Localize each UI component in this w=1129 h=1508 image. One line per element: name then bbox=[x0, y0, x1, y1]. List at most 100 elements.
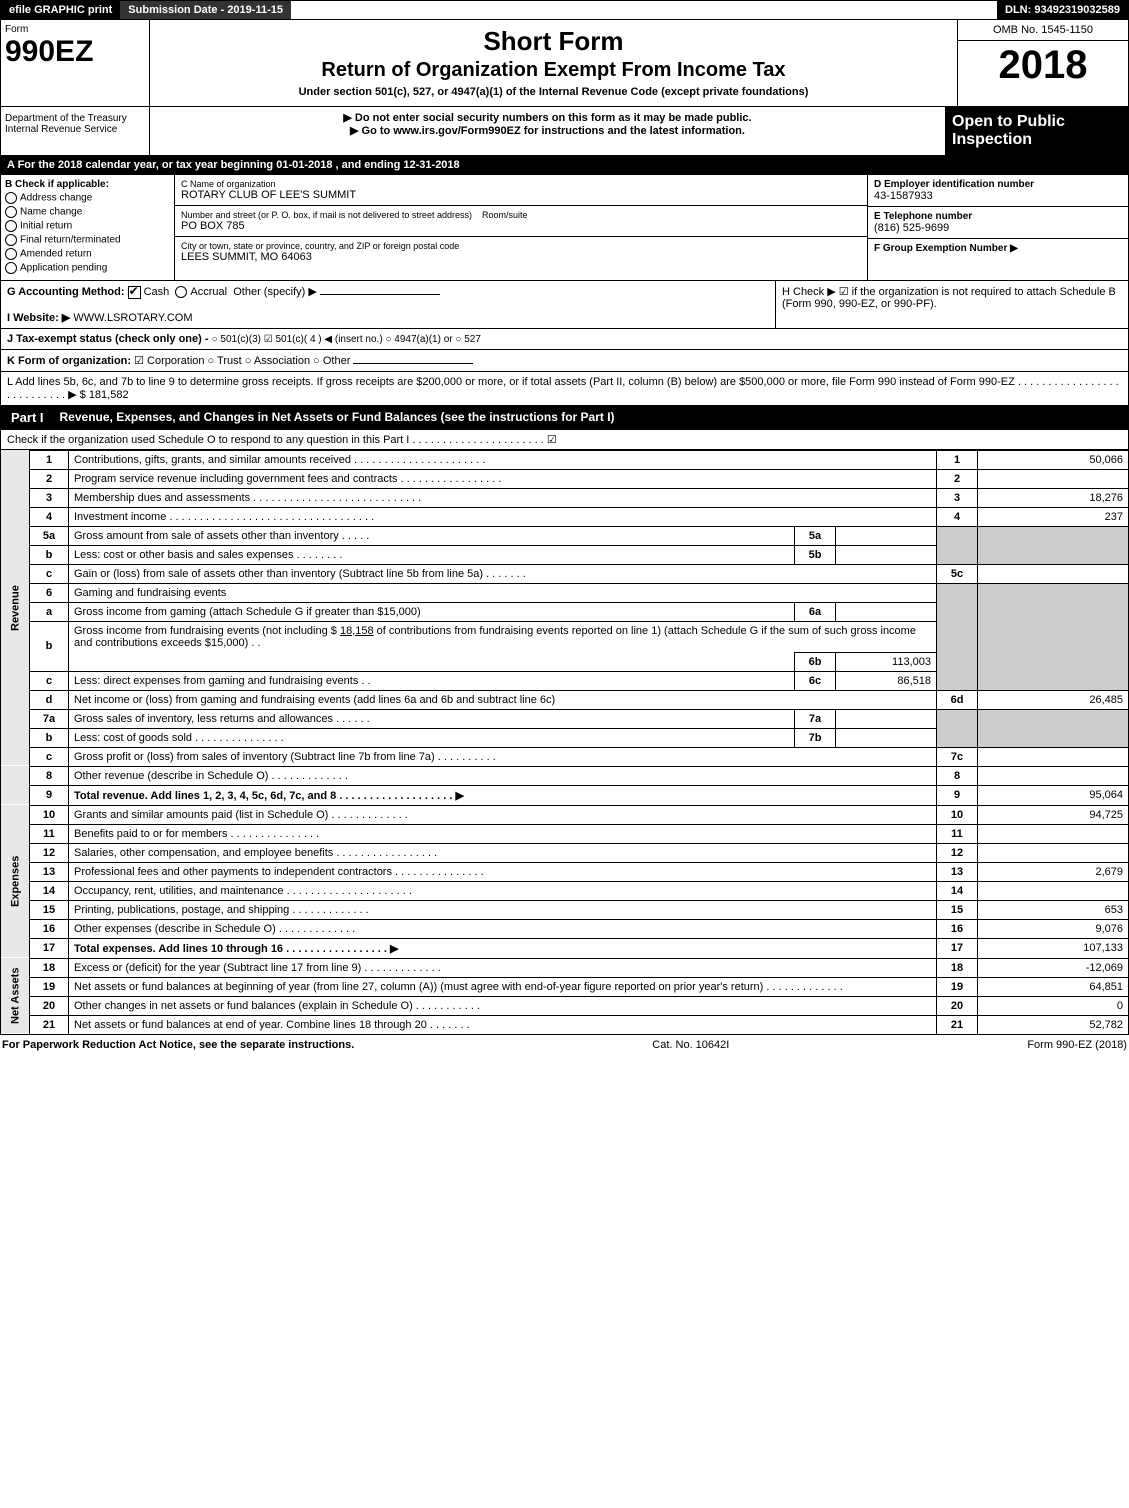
desc-20: Other changes in net assets or fund bala… bbox=[69, 996, 937, 1015]
gray-7 bbox=[937, 709, 978, 747]
e-phone: (816) 525-9699 bbox=[874, 222, 1122, 234]
ln-9: 9 bbox=[30, 785, 69, 805]
submission-date: Submission Date - 2019-11-15 bbox=[120, 1, 291, 19]
h-check: H Check ▶ ☑ if the organization is not r… bbox=[776, 281, 1128, 328]
part1-check-text: Check if the organization used Schedule … bbox=[7, 433, 557, 446]
num-7c: 7c bbox=[937, 747, 978, 766]
sub-7a: 7a bbox=[795, 709, 836, 728]
grayval-6 bbox=[978, 583, 1129, 690]
val-6d: 26,485 bbox=[978, 690, 1129, 709]
cb-cash[interactable] bbox=[128, 286, 141, 299]
g-other-line[interactable] bbox=[320, 294, 440, 295]
subval-6c: 86,518 bbox=[836, 671, 937, 690]
header-center: Short Form Return of Organization Exempt… bbox=[150, 20, 958, 106]
tab-revenue-cont bbox=[1, 766, 30, 805]
g-h-row: G Accounting Method: Cash Accrual Other … bbox=[0, 281, 1129, 329]
desc-6a: Gross income from gaming (attach Schedul… bbox=[69, 602, 795, 621]
b-checkboxes: B Check if applicable: Address change Na… bbox=[1, 175, 175, 280]
lines-table: Revenue 1 Contributions, gifts, grants, … bbox=[0, 450, 1129, 1035]
desc-6d: Net income or (loss) from gaming and fun… bbox=[69, 690, 937, 709]
subval-7a bbox=[836, 709, 937, 728]
desc-21: Net assets or fund balances at end of ye… bbox=[69, 1015, 937, 1034]
desc-5b: Less: cost or other basis and sales expe… bbox=[69, 545, 795, 564]
footer-left: For Paperwork Reduction Act Notice, see … bbox=[2, 1039, 354, 1051]
f-label: F Group Exemption Number ▶ bbox=[874, 243, 1122, 254]
ln-6c: c bbox=[30, 671, 69, 690]
ln-5c: c bbox=[30, 564, 69, 583]
sub-6c: 6c bbox=[795, 671, 836, 690]
i-website[interactable]: WWW.LSROTARY.COM bbox=[73, 312, 192, 324]
k-form-org: K Form of organization: ☑ Corporation ○ … bbox=[0, 350, 1129, 372]
val-3: 18,276 bbox=[978, 488, 1129, 507]
val-12 bbox=[978, 843, 1129, 862]
num-18: 18 bbox=[937, 958, 978, 977]
desc-18: Excess or (deficit) for the year (Subtra… bbox=[69, 958, 937, 977]
ssn-warning: ▶ Do not enter social security numbers o… bbox=[158, 111, 937, 124]
num-10: 10 bbox=[937, 805, 978, 824]
cb-accrual[interactable] bbox=[175, 286, 187, 298]
desc-3: Membership dues and assessments . . . . … bbox=[69, 488, 937, 507]
val-4: 237 bbox=[978, 507, 1129, 526]
part1-tag: Part I bbox=[1, 406, 54, 429]
val-17: 107,133 bbox=[978, 938, 1129, 958]
ln-5b: b bbox=[30, 545, 69, 564]
cb-name-change[interactable]: Name change bbox=[5, 206, 170, 218]
val-14 bbox=[978, 881, 1129, 900]
k-other-line[interactable] bbox=[353, 363, 473, 364]
g-other: Other (specify) ▶ bbox=[233, 286, 317, 298]
gray-6 bbox=[937, 583, 978, 690]
num-20: 20 bbox=[937, 996, 978, 1015]
c-name-row: C Name of organization ROTARY CLUB OF LE… bbox=[175, 175, 867, 206]
desc-1: Contributions, gifts, grants, and simila… bbox=[69, 450, 937, 469]
ln-7c: c bbox=[30, 747, 69, 766]
tab-netassets: Net Assets bbox=[1, 958, 30, 1034]
desc-6b-bot bbox=[69, 652, 795, 671]
grayval-7 bbox=[978, 709, 1129, 747]
desc-15: Printing, publications, postage, and shi… bbox=[69, 900, 937, 919]
dept-center: ▶ Do not enter social security numbers o… bbox=[150, 107, 946, 155]
page-footer: For Paperwork Reduction Act Notice, see … bbox=[0, 1035, 1129, 1055]
desc-17: Total expenses. Add lines 10 through 16 … bbox=[69, 938, 937, 958]
num-12: 12 bbox=[937, 843, 978, 862]
num-21: 21 bbox=[937, 1015, 978, 1034]
num-14: 14 bbox=[937, 881, 978, 900]
num-4: 4 bbox=[937, 507, 978, 526]
gray-5 bbox=[937, 526, 978, 564]
desc-14: Occupancy, rent, utilities, and maintena… bbox=[69, 881, 937, 900]
num-19: 19 bbox=[937, 977, 978, 996]
cb-initial-return[interactable]: Initial return bbox=[5, 220, 170, 232]
l-val: 181,582 bbox=[89, 389, 129, 401]
cb-application-pending[interactable]: Application pending bbox=[5, 262, 170, 274]
num-6d: 6d bbox=[937, 690, 978, 709]
num-2: 2 bbox=[937, 469, 978, 488]
sub-6b: 6b bbox=[795, 652, 836, 671]
c-city-row: City or town, state or province, country… bbox=[175, 237, 867, 267]
dln: DLN: 93492319032589 bbox=[997, 1, 1128, 19]
subval-5a bbox=[836, 526, 937, 545]
cb-final-return[interactable]: Final return/terminated bbox=[5, 234, 170, 246]
d-row: D Employer identification number 43-1587… bbox=[868, 175, 1128, 207]
val-9: 95,064 bbox=[978, 785, 1129, 805]
goto-link[interactable]: ▶ Go to www.irs.gov/Form990EZ for instru… bbox=[158, 124, 937, 137]
desc-7c: Gross profit or (loss) from sales of inv… bbox=[69, 747, 937, 766]
tab-revenue: Revenue bbox=[1, 450, 30, 766]
num-16: 16 bbox=[937, 919, 978, 938]
cb-address-change[interactable]: Address change bbox=[5, 192, 170, 204]
cb-amended-return[interactable]: Amended return bbox=[5, 248, 170, 260]
dept-treasury: Department of the Treasury Internal Reve… bbox=[1, 107, 150, 155]
part1-header: Part I Revenue, Expenses, and Changes in… bbox=[0, 406, 1129, 430]
desc-4: Investment income . . . . . . . . . . . … bbox=[69, 507, 937, 526]
grayval-5 bbox=[978, 526, 1129, 564]
desc-6c: Less: direct expenses from gaming and fu… bbox=[69, 671, 795, 690]
num-9: 9 bbox=[937, 785, 978, 805]
sub-5b: 5b bbox=[795, 545, 836, 564]
desc-6b-top: Gross income from fundraising events (no… bbox=[69, 621, 937, 652]
top-bar: efile GRAPHIC print Submission Date - 20… bbox=[0, 0, 1129, 20]
form-id-box: Form 990EZ bbox=[1, 20, 150, 106]
num-17: 17 bbox=[937, 938, 978, 958]
num-5c: 5c bbox=[937, 564, 978, 583]
a-prefix: A For the 2018 calendar year, or tax yea… bbox=[7, 159, 276, 171]
val-20: 0 bbox=[978, 996, 1129, 1015]
k-label: K Form of organization: bbox=[7, 355, 131, 367]
irs-label: Internal Revenue Service bbox=[5, 124, 117, 135]
